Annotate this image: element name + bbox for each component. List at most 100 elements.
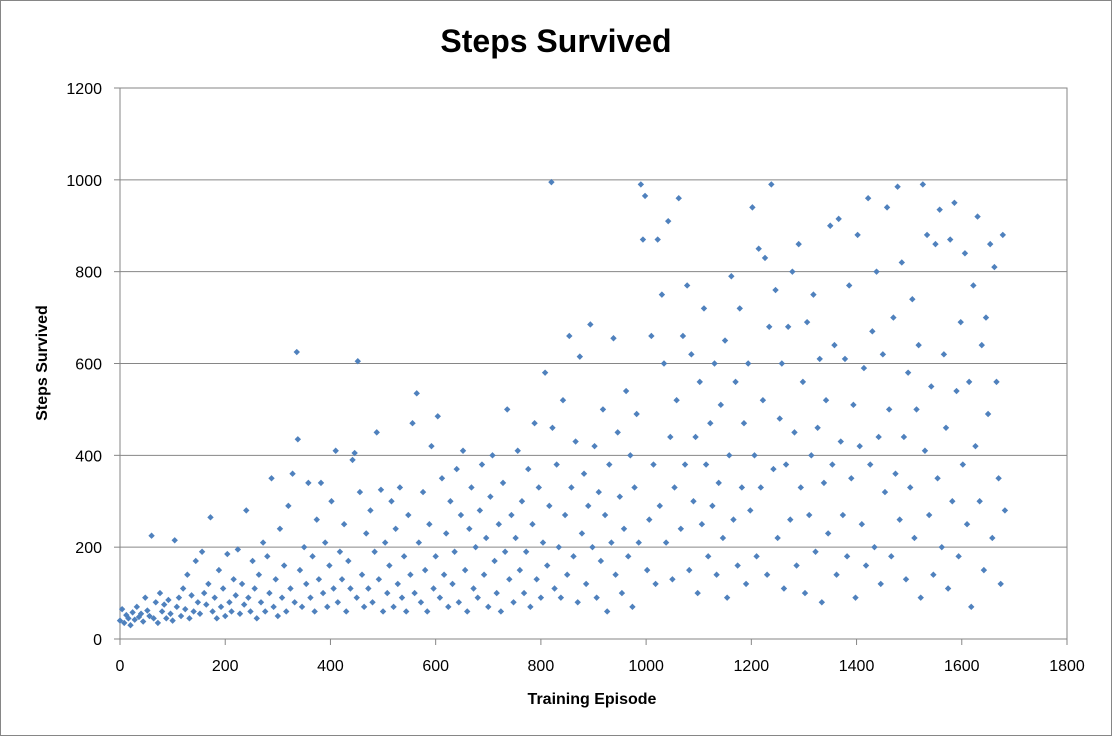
data-point xyxy=(751,452,758,459)
data-point xyxy=(824,530,832,537)
data-point xyxy=(179,585,187,592)
data-point xyxy=(544,562,551,569)
data-point xyxy=(976,498,983,505)
data-point xyxy=(535,484,542,491)
data-point xyxy=(888,553,895,560)
data-point xyxy=(852,594,859,601)
data-point xyxy=(648,332,655,340)
data-point xyxy=(215,566,223,574)
data-point xyxy=(426,521,433,528)
data-point xyxy=(637,181,645,188)
data-point xyxy=(961,250,969,257)
data-point xyxy=(203,601,210,608)
data-point xyxy=(568,484,575,491)
data-point xyxy=(546,502,553,510)
data-point xyxy=(163,615,170,622)
data-point xyxy=(160,601,168,608)
data-point xyxy=(723,594,731,601)
data-point xyxy=(955,553,962,560)
data-point xyxy=(768,181,775,188)
data-point xyxy=(541,369,549,376)
data-point xyxy=(915,341,922,349)
data-point xyxy=(525,465,532,473)
data-point xyxy=(548,178,555,186)
data-point xyxy=(589,543,596,551)
data-point xyxy=(438,475,446,482)
data-point xyxy=(386,562,393,569)
data-point xyxy=(373,429,380,436)
data-point xyxy=(930,571,937,578)
data-point xyxy=(686,566,693,574)
data-point xyxy=(317,479,325,487)
data-point xyxy=(822,397,830,404)
x-tick-label: 800 xyxy=(528,658,555,675)
data-point xyxy=(721,337,729,344)
data-point xyxy=(612,571,619,578)
x-tick-label: 200 xyxy=(212,658,239,675)
data-point xyxy=(993,378,1000,386)
data-point xyxy=(417,599,425,606)
data-point xyxy=(688,351,695,358)
data-point xyxy=(251,585,258,592)
data-point xyxy=(321,539,329,546)
data-point xyxy=(222,612,229,620)
data-point xyxy=(392,525,399,532)
data-point xyxy=(879,351,887,358)
data-point xyxy=(167,610,174,617)
data-point xyxy=(980,566,988,574)
data-point xyxy=(704,553,712,560)
x-axis-title: Training Episode xyxy=(528,691,657,708)
data-point xyxy=(150,615,157,622)
data-point xyxy=(814,424,821,431)
data-point xyxy=(419,488,427,496)
data-point xyxy=(334,599,342,606)
data-point xyxy=(963,521,971,528)
data-point xyxy=(726,452,733,459)
data-point xyxy=(360,603,368,611)
data-point xyxy=(730,516,737,523)
data-point xyxy=(753,553,760,560)
data-point xyxy=(913,406,920,413)
data-point xyxy=(928,383,935,390)
data-point xyxy=(384,589,391,597)
data-point xyxy=(137,610,145,617)
data-point xyxy=(512,534,519,542)
data-point xyxy=(219,585,227,592)
data-point xyxy=(343,608,350,615)
data-point xyxy=(1001,507,1009,514)
data-point xyxy=(738,484,746,491)
data-point xyxy=(625,553,632,560)
data-point xyxy=(307,594,314,601)
data-point xyxy=(972,442,979,450)
data-point xyxy=(675,195,682,202)
data-point xyxy=(430,585,437,592)
data-point xyxy=(719,534,727,542)
data-point xyxy=(869,328,876,335)
data-point xyxy=(787,516,794,523)
data-point xyxy=(968,603,975,611)
data-point xyxy=(518,498,526,505)
data-point xyxy=(510,599,517,606)
data-point xyxy=(338,576,346,583)
data-point xyxy=(875,433,882,441)
data-point xyxy=(898,259,906,266)
data-point xyxy=(493,589,500,597)
data-point xyxy=(839,511,847,519)
data-point xyxy=(932,240,939,248)
data-point xyxy=(789,268,796,275)
data-point xyxy=(867,461,874,468)
data-point xyxy=(671,484,678,491)
data-point xyxy=(294,436,302,443)
data-point xyxy=(557,594,565,601)
data-point xyxy=(173,603,181,611)
data-point xyxy=(300,543,308,551)
data-point xyxy=(892,470,899,477)
data-point xyxy=(445,603,452,611)
data-point xyxy=(608,539,615,546)
data-point xyxy=(734,562,741,569)
data-point xyxy=(127,622,134,629)
data-point xyxy=(620,525,628,532)
data-point xyxy=(531,419,538,427)
data-point xyxy=(381,539,389,546)
